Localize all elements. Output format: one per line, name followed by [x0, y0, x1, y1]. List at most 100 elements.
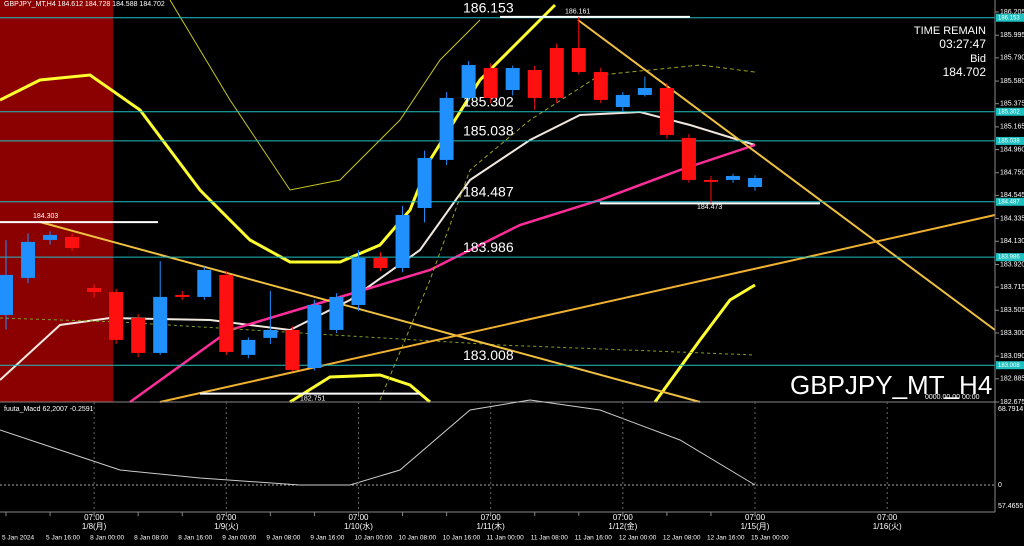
level-box-label: 186.153: [998, 15, 1020, 21]
x-tick-label: 9 Jan 16:00: [310, 535, 344, 542]
candle-body: [417, 157, 432, 208]
session-time: 07:00: [481, 513, 502, 522]
y-tick-label: 183.715: [1000, 284, 1024, 291]
symbol-header: GBPJPY_MT,H4 184.612 184.728 184.588 184…: [4, 1, 165, 8]
level-box: [996, 253, 1024, 262]
shaded-zone: [0, 0, 113, 402]
y-tick-label: 184.335: [1000, 215, 1024, 222]
candle-body: [505, 68, 520, 90]
macd-zero: 0: [998, 482, 1002, 489]
band-lower: [289, 373, 431, 404]
price-mark-label: 186.161: [565, 9, 590, 16]
candle-body: [65, 236, 80, 248]
x-tick-label: 10 Jan 16:00: [443, 535, 481, 542]
x-tick-label: 12 Jan 00:00: [619, 535, 657, 542]
candle-body: [549, 48, 564, 98]
x-tick-label: 10 Jan 00:00: [354, 535, 392, 542]
level-box: [996, 197, 1024, 206]
x-tick-label: 11 Jan 08:00: [531, 535, 568, 542]
y-tick-label: 185.580: [1000, 78, 1024, 85]
price-mark-label: 182.751: [300, 395, 325, 402]
candle-body: [527, 70, 542, 98]
candle-body: [351, 257, 366, 305]
candle-body: [725, 175, 740, 180]
x-tick-label: 11 Jan 00:00: [487, 535, 524, 542]
macd-title: fuuta_Macd 62,2007 -0.2591: [4, 406, 94, 413]
candle-body: [87, 287, 102, 292]
y-tick-label: 185.995: [1000, 32, 1024, 39]
trendline: [159, 214, 996, 403]
candle-body: [483, 68, 498, 98]
timer-title: TIME REMAIN: [914, 25, 986, 37]
candle-body: [241, 339, 256, 355]
x-tick-label: 12 Jan 16:00: [707, 535, 745, 542]
y-tick-label: 184.750: [1000, 170, 1024, 177]
x-tick-label: 8 Jan 08:00: [134, 535, 168, 542]
timer-time: 03:27:47: [939, 37, 986, 51]
y-tick-label: 184.545: [1000, 192, 1024, 199]
session-time: 07:00: [216, 513, 237, 522]
session-date: 1/16(火): [873, 522, 902, 531]
level-box-label: 183.986: [998, 255, 1020, 261]
y-tick-label: 183.505: [1000, 307, 1024, 314]
candle-body: [748, 177, 763, 188]
macd-signal: [0, 399, 756, 486]
session-time: 07:00: [348, 513, 369, 522]
ma-magenta: [129, 143, 756, 404]
candle-body: [153, 296, 168, 353]
session-time: 07:00: [613, 513, 634, 522]
candle-body: [131, 317, 146, 353]
level-box-label: 185.302: [998, 109, 1020, 115]
level-label: 184.487: [463, 184, 514, 200]
candle-body: [439, 97, 454, 160]
session-date: 1/11(木): [477, 521, 506, 531]
session-time: 07:00: [877, 513, 898, 522]
level-box: [996, 136, 1024, 145]
watermark: GBPJPY_MT_H4: [790, 370, 992, 400]
level-label: 186.153: [463, 0, 514, 15]
session-date: 1/8(月): [82, 522, 107, 531]
bid-label: Bid: [970, 53, 986, 65]
candle-body: [681, 137, 696, 180]
level-label: 185.302: [463, 93, 514, 109]
x-tick-label: 15 Jan 00:00: [751, 535, 789, 542]
price-mark-label: 184.303: [33, 213, 58, 220]
x-tick-label: 10 Jan 08:00: [399, 535, 437, 542]
y-tick-label: 184.960: [1000, 146, 1024, 153]
candle-body: [263, 329, 278, 338]
ma-long: [0, 317, 756, 356]
candle-body: [175, 294, 190, 297]
candle-body: [21, 241, 36, 278]
y-tick-label: 182.675: [1000, 399, 1024, 406]
candle-body: [329, 296, 344, 330]
candle-body: [615, 94, 630, 108]
session-date: 1/10(水): [344, 521, 373, 531]
candle-body: [285, 329, 300, 370]
y-tick-label: 183.090: [1000, 353, 1024, 360]
session-date: 1/9(火): [214, 522, 239, 531]
y-tick-label: 182.885: [1000, 376, 1024, 383]
band-outer: [169, 0, 481, 191]
candle-body: [395, 214, 410, 268]
level-label: 183.008: [463, 347, 514, 363]
price-mark-label: 184.473: [697, 204, 722, 211]
y-tick-label: 185.165: [1000, 124, 1024, 131]
session-time: 07:00: [84, 513, 105, 522]
x-tick-label: 11 Jan 16:00: [575, 535, 612, 542]
level-box: [996, 13, 1024, 22]
candle-body: [593, 71, 608, 100]
session-date: 1/12(金): [608, 521, 637, 531]
y-tick-label: 185.790: [1000, 55, 1024, 62]
candle-body: [43, 234, 58, 240]
x-tick-label: 8 Jan 00:00: [90, 535, 124, 542]
candle-body: [219, 274, 234, 352]
x-tick-label: 12 Jan 08:00: [663, 535, 701, 542]
level-box: [996, 361, 1024, 370]
candle-body: [0, 274, 13, 315]
bid-value: 184.702: [943, 65, 987, 79]
x-tick-label: 8 Jan 16:00: [178, 535, 212, 542]
candle-body: [373, 257, 388, 268]
candle-body: [307, 304, 322, 368]
